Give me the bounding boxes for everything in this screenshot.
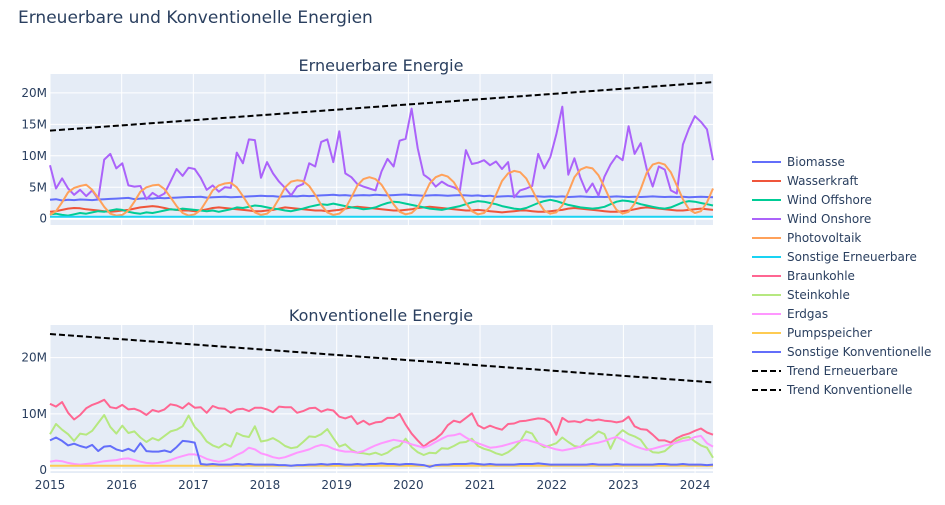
y-tick-label: 15M [21,117,47,131]
y-tick-label: 10M [21,407,47,421]
y-tick-label: 5M [29,180,47,194]
plot-area-bottom [50,325,713,473]
series-line [49,198,714,217]
subplot-title-bottom: Konventionelle Energie [289,306,473,325]
legend-item-label[interactable]: Wind Onshore [787,212,871,226]
x-tick-label: 2022 [536,478,567,492]
legend-item-label[interactable]: Pumpspeicher [787,326,872,340]
x-tick-label: 2021 [465,478,496,492]
y-tick-label: 0 [39,463,47,477]
series-line [49,205,714,214]
y-tick-label: 20M [21,86,47,100]
legend-item-label[interactable]: Photovoltaik [787,231,861,245]
trend-line [49,81,714,132]
x-tick-label: 2017 [178,478,209,492]
series-line [49,414,714,459]
legend-item-label[interactable]: Biomasse [787,155,845,169]
series-line [49,398,714,448]
y-tick-label: 0 [39,212,47,226]
series-line [49,161,714,217]
x-tick-label: 2024 [680,478,711,492]
plot-area-top [50,74,713,225]
legend-item-label[interactable]: Wind Offshore [787,193,872,207]
legend-item-label[interactable]: Steinkohle [787,288,850,302]
series-line [49,436,714,468]
y-tick-label: 10M [21,149,47,163]
legend-item-label[interactable]: Erdgas [787,307,828,321]
trend-line [49,333,714,384]
legend-item-label[interactable]: Sonstige Konventionelle [787,345,931,359]
legend: Biomasse Wasserkraft Wind Offshore Wind Ons… [752,155,931,397]
x-tick-label: 2020 [393,478,424,492]
legend-item-label[interactable]: Braunkohle [787,269,855,283]
series-line [49,432,714,466]
chart-title: Erneuerbare und Konventionelle Energien [18,8,373,28]
series-line [49,193,714,202]
y-tick-label: 20M [21,351,47,365]
x-tick-label: 2023 [608,478,639,492]
x-tick-label: 2016 [106,478,137,492]
x-tick-label: 2019 [321,478,352,492]
legend-item-label[interactable]: Wasserkraft [787,174,859,188]
legend-item-label[interactable]: Trend Konventionelle [786,383,912,397]
x-tick-label: 2015 [35,478,66,492]
subplot-title-top: Erneuerbare Energie [299,56,464,75]
legend-item-label[interactable]: Trend Erneuerbare [786,364,898,378]
x-tick-label: 2018 [250,478,281,492]
legend-item-label[interactable]: Sonstige Erneuerbare [787,250,917,264]
